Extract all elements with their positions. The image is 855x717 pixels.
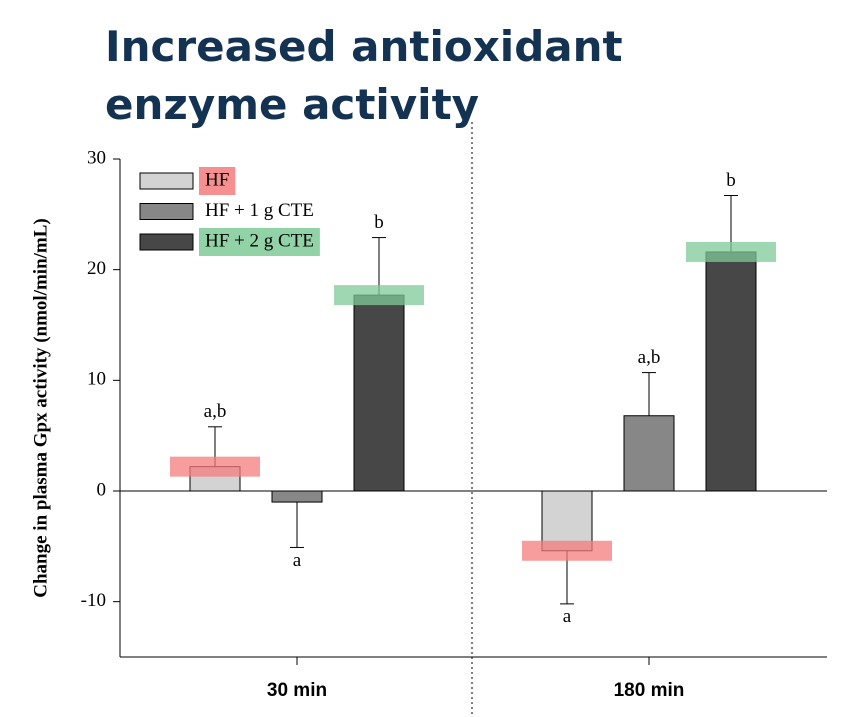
highlight	[170, 456, 260, 477]
legend-label: HF + 1 g CTE	[205, 200, 314, 221]
bar	[623, 415, 675, 492]
highlight	[522, 540, 612, 561]
significance-label: a,b	[204, 401, 227, 422]
chart-title: Increased antioxidant enzyme activity	[105, 22, 623, 129]
y-axis-label: Change in plasma Gpx activity (nmol/min/…	[30, 218, 51, 598]
legend-swatch	[139, 203, 194, 220]
y-tick-label: 30	[87, 147, 106, 168]
bar	[271, 490, 323, 503]
legend-label: HF	[205, 169, 229, 190]
y-tick-label: 10	[87, 369, 106, 390]
y-tick-label: 20	[87, 258, 106, 279]
significance-label: b	[726, 170, 736, 191]
legend-swatch	[139, 233, 194, 251]
significance-label: b	[374, 212, 384, 233]
x-tick-label: 180 min	[614, 680, 685, 701]
highlight	[686, 241, 776, 262]
significance-label: a	[563, 606, 572, 627]
legend-swatch	[139, 172, 194, 190]
bar	[353, 294, 405, 492]
significance-label: a,b	[638, 347, 661, 368]
x-tick-label: 30 min	[267, 680, 327, 701]
legend-highlight	[199, 228, 320, 256]
y-tick-label: 0	[97, 479, 107, 500]
bar	[705, 251, 757, 492]
highlight	[334, 285, 424, 306]
legend-label: HF + 2 g CTE	[205, 230, 314, 251]
legend-highlight	[199, 167, 236, 195]
significance-label: a	[293, 550, 302, 571]
y-tick-label: -10	[81, 590, 106, 611]
